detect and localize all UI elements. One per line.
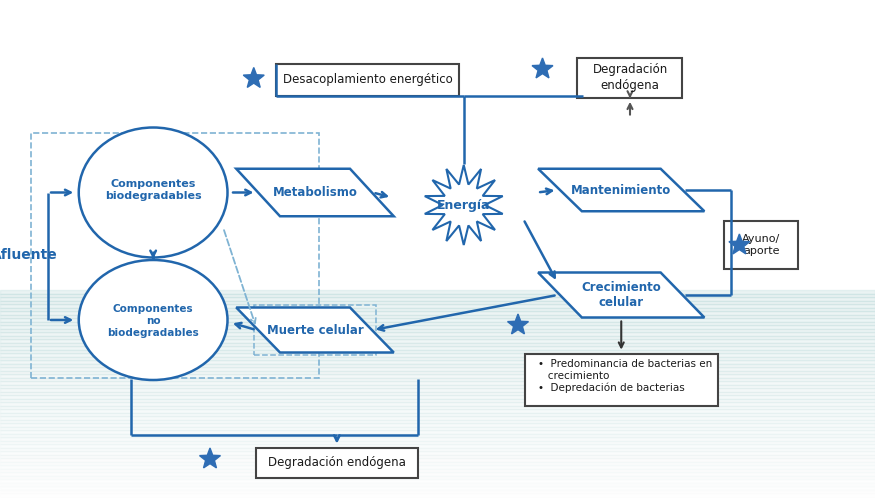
Bar: [578, 58, 682, 98]
Bar: [254, 305, 376, 355]
Bar: [0, 332, 875, 336]
Ellipse shape: [79, 128, 228, 258]
Bar: [0, 437, 875, 440]
Bar: [724, 221, 799, 269]
Text: Desacoplamiento energético: Desacoplamiento energético: [283, 74, 452, 86]
Bar: [0, 395, 875, 398]
Bar: [0, 402, 875, 406]
Text: Degradación
endógena: Degradación endógena: [592, 64, 668, 92]
Text: Degradación endógena: Degradación endógena: [268, 456, 406, 469]
Bar: [0, 462, 875, 465]
Bar: [0, 336, 875, 339]
Bar: [0, 440, 875, 444]
Bar: [0, 426, 875, 430]
Bar: [255, 448, 418, 478]
Bar: [0, 472, 875, 476]
Bar: [0, 353, 875, 356]
Polygon shape: [729, 234, 750, 254]
Bar: [0, 482, 875, 486]
Bar: [0, 328, 875, 332]
Text: Metabolismo: Metabolismo: [273, 186, 358, 199]
Text: Crecimiento
celular: Crecimiento celular: [581, 281, 662, 309]
Bar: [525, 354, 718, 406]
Bar: [0, 458, 875, 462]
Bar: [0, 398, 875, 402]
Bar: [0, 304, 875, 308]
Bar: [0, 476, 875, 479]
Polygon shape: [424, 165, 503, 245]
Text: Componentes
biodegradables: Componentes biodegradables: [105, 179, 201, 201]
Bar: [0, 423, 875, 426]
Ellipse shape: [79, 260, 228, 380]
Bar: [0, 465, 875, 468]
Polygon shape: [236, 169, 394, 216]
Bar: [0, 430, 875, 434]
Bar: [0, 406, 875, 409]
Bar: [0, 409, 875, 412]
Polygon shape: [538, 272, 704, 318]
Bar: [0, 392, 875, 395]
Bar: [0, 412, 875, 416]
Bar: [0, 367, 875, 370]
Polygon shape: [538, 169, 704, 211]
Bar: [0, 314, 875, 318]
Bar: [0, 339, 875, 342]
Bar: [0, 311, 875, 314]
Bar: [0, 479, 875, 482]
Bar: [0, 454, 875, 458]
Bar: [0, 318, 875, 322]
Text: Muerte celular: Muerte celular: [267, 324, 363, 336]
Bar: [0, 374, 875, 378]
Bar: [0, 350, 875, 353]
Bar: [0, 486, 875, 490]
Bar: [0, 381, 875, 384]
Polygon shape: [532, 58, 553, 78]
Bar: [0, 325, 875, 328]
Bar: [0, 297, 875, 300]
Bar: [0, 370, 875, 374]
Bar: [0, 290, 875, 294]
Bar: [31, 132, 319, 378]
Bar: [0, 342, 875, 346]
Bar: [0, 496, 875, 500]
Bar: [0, 356, 875, 360]
Text: Energía: Energía: [437, 198, 491, 211]
Bar: [0, 416, 875, 420]
Bar: [0, 308, 875, 311]
Polygon shape: [200, 448, 220, 468]
Text: •  Predominancia de bacterias en
   crecimiento
•  Depredación de bacterias: • Predominancia de bacterias en crecimie…: [538, 359, 712, 393]
Bar: [0, 451, 875, 454]
Bar: [0, 384, 875, 388]
Bar: [0, 322, 875, 325]
Bar: [0, 388, 875, 392]
Text: Mantenimiento: Mantenimiento: [571, 184, 671, 196]
Bar: [0, 378, 875, 381]
Bar: [0, 468, 875, 472]
Bar: [0, 294, 875, 297]
Bar: [0, 490, 875, 493]
Text: Ayuno/
aporte: Ayuno/ aporte: [742, 234, 780, 256]
Bar: [0, 434, 875, 437]
Bar: [0, 493, 875, 496]
Polygon shape: [507, 314, 528, 334]
Bar: [0, 360, 875, 364]
Bar: [0, 300, 875, 304]
Text: Afluente: Afluente: [0, 248, 58, 262]
Bar: [0, 448, 875, 451]
Bar: [0, 364, 875, 367]
Bar: [0, 346, 875, 350]
Polygon shape: [236, 308, 394, 352]
Bar: [0, 420, 875, 423]
Text: Componentes
no
biodegradables: Componentes no biodegradables: [108, 304, 199, 338]
Polygon shape: [243, 68, 264, 87]
Bar: [276, 64, 459, 96]
Bar: [0, 444, 875, 448]
